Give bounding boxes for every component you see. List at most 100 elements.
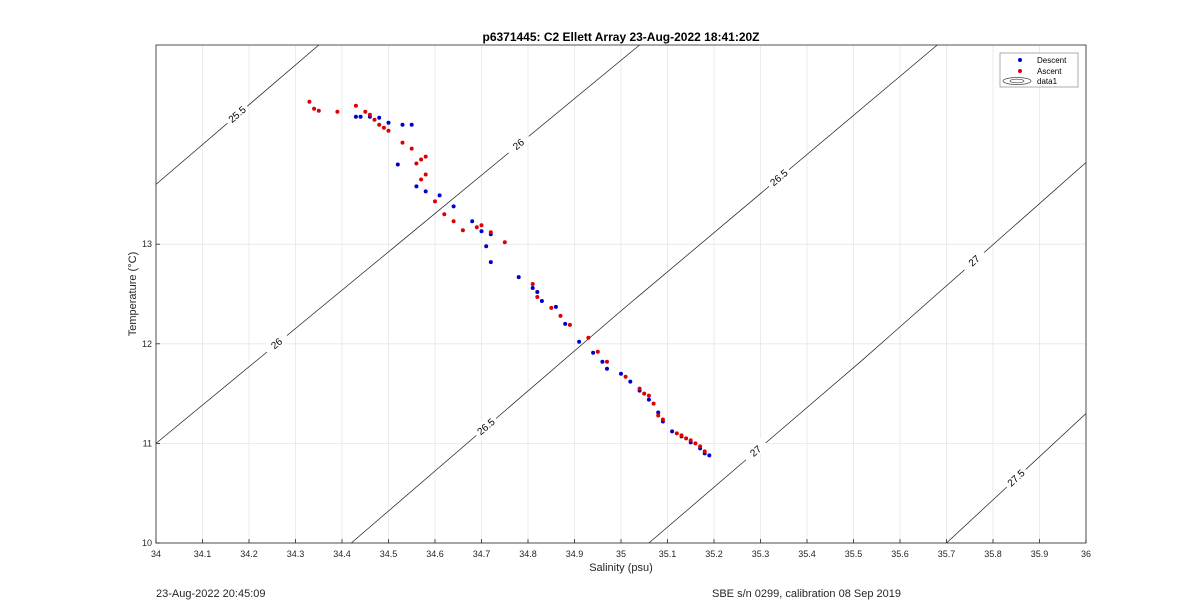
legend-descent-marker (1018, 58, 1022, 62)
descent-point-11 (451, 204, 456, 209)
ascent-point-24 (488, 230, 493, 235)
descent-point-20 (539, 299, 544, 303)
ascent-point-14 (419, 157, 424, 162)
ascent-point-39 (656, 413, 661, 418)
axis-ticks: 34 34.1 34.2 34.3 34.4 34.5 34.6 34.7 34.8 34.9 35… (142, 239, 1091, 559)
ascent-point-15 (423, 154, 428, 159)
legend-data1-label: data1 (1037, 77, 1058, 86)
isopycnal-line-1 (155, 44, 640, 444)
x-tick-label-19: 35.9 (1031, 549, 1049, 559)
ascent-point-1 (312, 106, 317, 111)
descent-point-9 (423, 189, 428, 194)
y-axis-label: Temperature (°C) (127, 252, 139, 336)
x-tick-label-20: 36 (1081, 549, 1091, 559)
ascent-point-27 (535, 295, 540, 299)
ascent-point-17 (419, 177, 424, 182)
descent-point-38 (707, 453, 712, 458)
chart-title: p6371445: C2 Ellett Array 23-Aug-2022 18… (482, 30, 759, 44)
isopycnal-label-bg-2-0 (471, 413, 500, 440)
x-tick-label-9: 34.9 (566, 549, 584, 559)
x-tick-label-6: 34.6 (426, 549, 444, 559)
ascent-point-8 (377, 122, 382, 127)
descent-point-5 (400, 122, 405, 127)
x-tick-label-12: 35.2 (705, 549, 723, 559)
ascent-point-33 (605, 359, 609, 364)
ascent-point-36 (642, 391, 647, 396)
ascent-point-10 (386, 128, 391, 133)
descent-point-19 (535, 290, 540, 294)
x-tick-label-1: 34.1 (194, 549, 212, 559)
legend-data1-marker (1002, 77, 1032, 85)
ascent-point-37 (646, 393, 651, 398)
x-tick-label-16: 35.6 (891, 549, 909, 559)
ascent-point-46 (698, 444, 703, 449)
x-axis-label: Salinity (psu) (589, 562, 653, 574)
ascent-point-35 (637, 386, 642, 391)
descent-point-8 (414, 184, 419, 189)
isopycnal-label-bg-3-0 (741, 437, 770, 464)
x-tick-label-4: 34.4 (333, 549, 351, 559)
ascent-point-6 (367, 112, 372, 117)
legend-ascent-label: Ascent (1037, 67, 1062, 76)
ascent-point-25 (502, 240, 507, 245)
y-tick-label-3: 13 (142, 239, 152, 249)
grid (155, 45, 1087, 544)
footer-calibration: SBE s/n 0299, calibration 08 Sep 2019 (712, 588, 901, 600)
y-tick-label-0: 10 (142, 538, 152, 548)
legend-data1-marker-inner (1009, 78, 1025, 84)
descent-point-22 (563, 321, 568, 326)
ascent-point-21 (460, 228, 465, 233)
ascent-point-7 (372, 117, 377, 122)
x-tick-label-11: 35.1 (659, 549, 677, 559)
descent-point-28 (628, 379, 633, 384)
x-tick-label-10: 35 (616, 549, 626, 559)
ascent-point-19 (442, 212, 447, 217)
ascent-point-12 (409, 146, 414, 151)
ascent-point-47 (702, 449, 707, 454)
x-tick-label-0: 34 (151, 549, 161, 559)
ascent-point-31 (586, 335, 591, 340)
isopycnal-label-bg-3-1 (960, 247, 988, 274)
legend-ascent-marker (1018, 69, 1022, 73)
x-tick-label-3: 34.3 (287, 549, 305, 559)
descent-point-12 (470, 219, 475, 224)
ascent-point-18 (433, 199, 437, 204)
descent-point-0 (353, 114, 358, 119)
data-points (307, 99, 712, 458)
ascent-point-22 (474, 225, 479, 230)
x-tick-label-13: 35.3 (752, 549, 770, 559)
ascent-point-11 (400, 140, 405, 145)
ascent-point-5 (363, 109, 368, 114)
isopycnal-label-bg-1-0 (262, 330, 291, 356)
legend: Descent Ascent data1 (999, 52, 1079, 88)
descent-point-25 (600, 359, 605, 364)
y-tick-label-2: 12 (142, 339, 152, 349)
descent-point-3 (377, 115, 382, 120)
descent-point-24 (591, 350, 596, 355)
descent-point-16 (488, 260, 493, 265)
isopycnal-label-bg-4-0 (1002, 464, 1030, 491)
legend-box (999, 52, 1079, 88)
ascent-point-0 (307, 99, 312, 104)
ascent-point-32 (595, 349, 600, 354)
descent-point-15 (484, 244, 489, 249)
descent-point-10 (437, 193, 442, 198)
ascent-point-42 (679, 433, 684, 438)
x-tick-label-14: 35.4 (798, 549, 816, 559)
ascent-point-41 (674, 431, 679, 436)
ascent-point-38 (651, 401, 656, 406)
ascent-point-30 (567, 322, 572, 327)
ascent-point-26 (530, 282, 535, 286)
x-tick-label-18: 35.8 (984, 549, 1002, 559)
ascent-point-13 (414, 161, 419, 166)
isopycnal-label-bg-2-1 (764, 164, 793, 191)
y-tick-label-1: 11 (143, 438, 152, 448)
x-tick-label-17: 35.7 (938, 549, 956, 559)
legend-descent-label: Descent (1037, 56, 1067, 65)
ascent-point-4 (353, 103, 358, 108)
ascent-point-3 (335, 109, 340, 114)
ascent-point-34 (623, 374, 628, 379)
ascent-point-28 (549, 305, 554, 310)
ascent-point-29 (558, 313, 563, 318)
